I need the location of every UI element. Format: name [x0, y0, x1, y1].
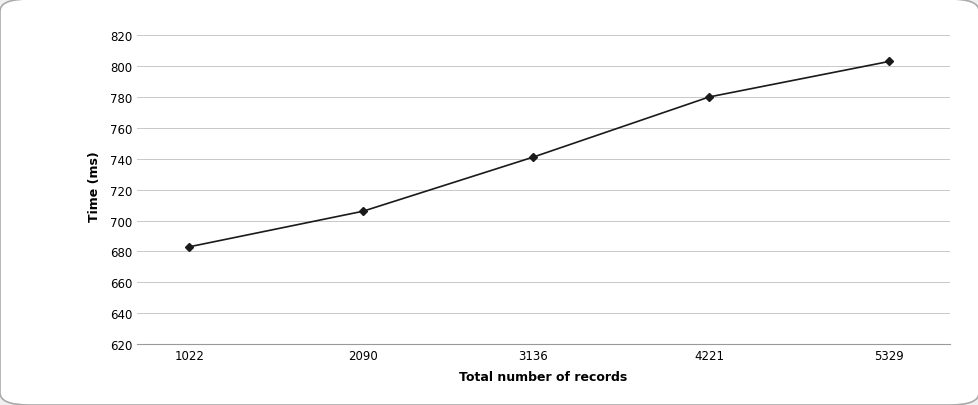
X-axis label: Total number of records: Total number of records — [459, 371, 627, 384]
Y-axis label: Time (ms): Time (ms) — [88, 151, 102, 222]
